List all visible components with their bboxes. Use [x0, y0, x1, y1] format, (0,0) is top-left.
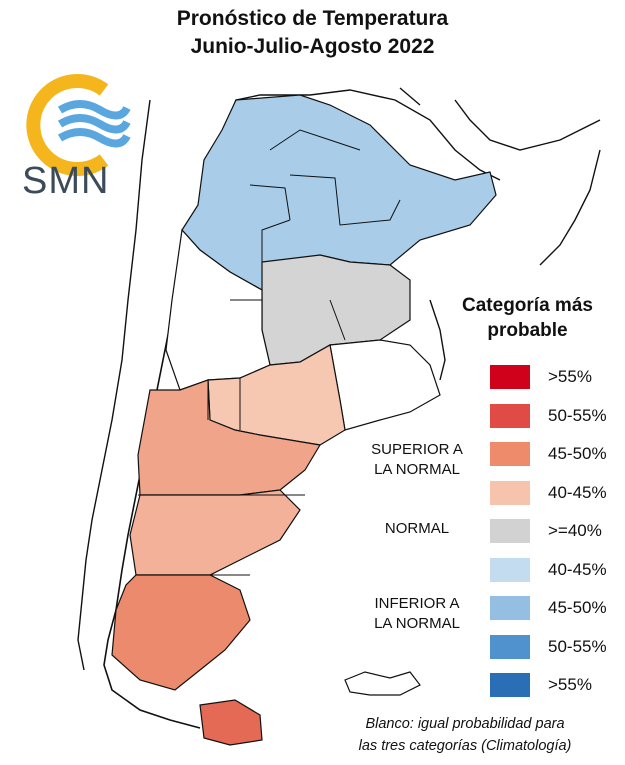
legend-title-line-2: probable [487, 320, 568, 341]
legend-label: 45-50% [548, 598, 607, 617]
legend-label: 50-55% [548, 636, 607, 656]
neighbor-border-north [235, 87, 601, 181]
legend-label: >55% [548, 675, 592, 694]
legend-swatch [490, 634, 530, 659]
region-buenos-aires [329, 339, 441, 431]
legend-group-superior-line-1: SUPERIOR A [371, 441, 463, 458]
legend-label: 50-55% [548, 405, 607, 425]
legend-label: 40-45% [548, 482, 607, 502]
legend-swatch [490, 673, 530, 697]
map-title-line-1: Pronóstico de Temperatura [176, 7, 449, 30]
province-borders [136, 129, 401, 576]
legend-label: >=40% [548, 521, 602, 540]
legend-group-normal: NORMAL [384, 520, 450, 537]
argentina-temperature-map [77, 87, 601, 746]
legend-group-inferior: INFERIOR A LA NORMAL [357, 594, 477, 634]
legend-group-superior-line-2: LA NORMAL [374, 461, 460, 478]
legend-swatch [490, 596, 530, 620]
note-line-2: las tres categorías (Climatología) [358, 738, 572, 754]
map-title-line-2: Junio-Julio-Agosto 2022 [190, 35, 435, 58]
smn-logo [26, 74, 131, 176]
chile-coast [77, 99, 151, 671]
legend-label: >55% [548, 367, 592, 386]
legend-group-inferior-line-2: LA NORMAL [374, 615, 460, 632]
legend-label: 45-50% [548, 444, 607, 463]
region-tierra-del-fuego [199, 699, 263, 746]
legend-swatch [490, 519, 530, 543]
smn-logo-wave-3 [57, 128, 131, 148]
brazil-coast [429, 149, 601, 381]
region-patagonia-south [111, 574, 251, 691]
legend-swatch [490, 442, 530, 466]
note-line-1: Blanco: igual probabilidad para [365, 716, 565, 732]
legend-swatch [490, 365, 530, 389]
legend-swatch [490, 557, 530, 582]
smn-logo-wave-1 [57, 100, 131, 120]
legend-group-inferior-line-1: INFERIOR A [374, 595, 460, 612]
legend-title-line-1: Categoría más [462, 295, 593, 316]
legend-label: 40-45% [548, 559, 607, 579]
region-patagonia-central [129, 489, 301, 576]
legend-group-superior: SUPERIOR A LA NORMAL [357, 440, 477, 480]
legend-swatch [490, 480, 530, 505]
legend-swatch [490, 403, 530, 428]
smn-logo-text: SMN [22, 160, 110, 202]
smn-logo-arc [26, 74, 109, 176]
smn-logo-wave-2 [57, 114, 131, 134]
islas-malvinas [344, 671, 421, 696]
